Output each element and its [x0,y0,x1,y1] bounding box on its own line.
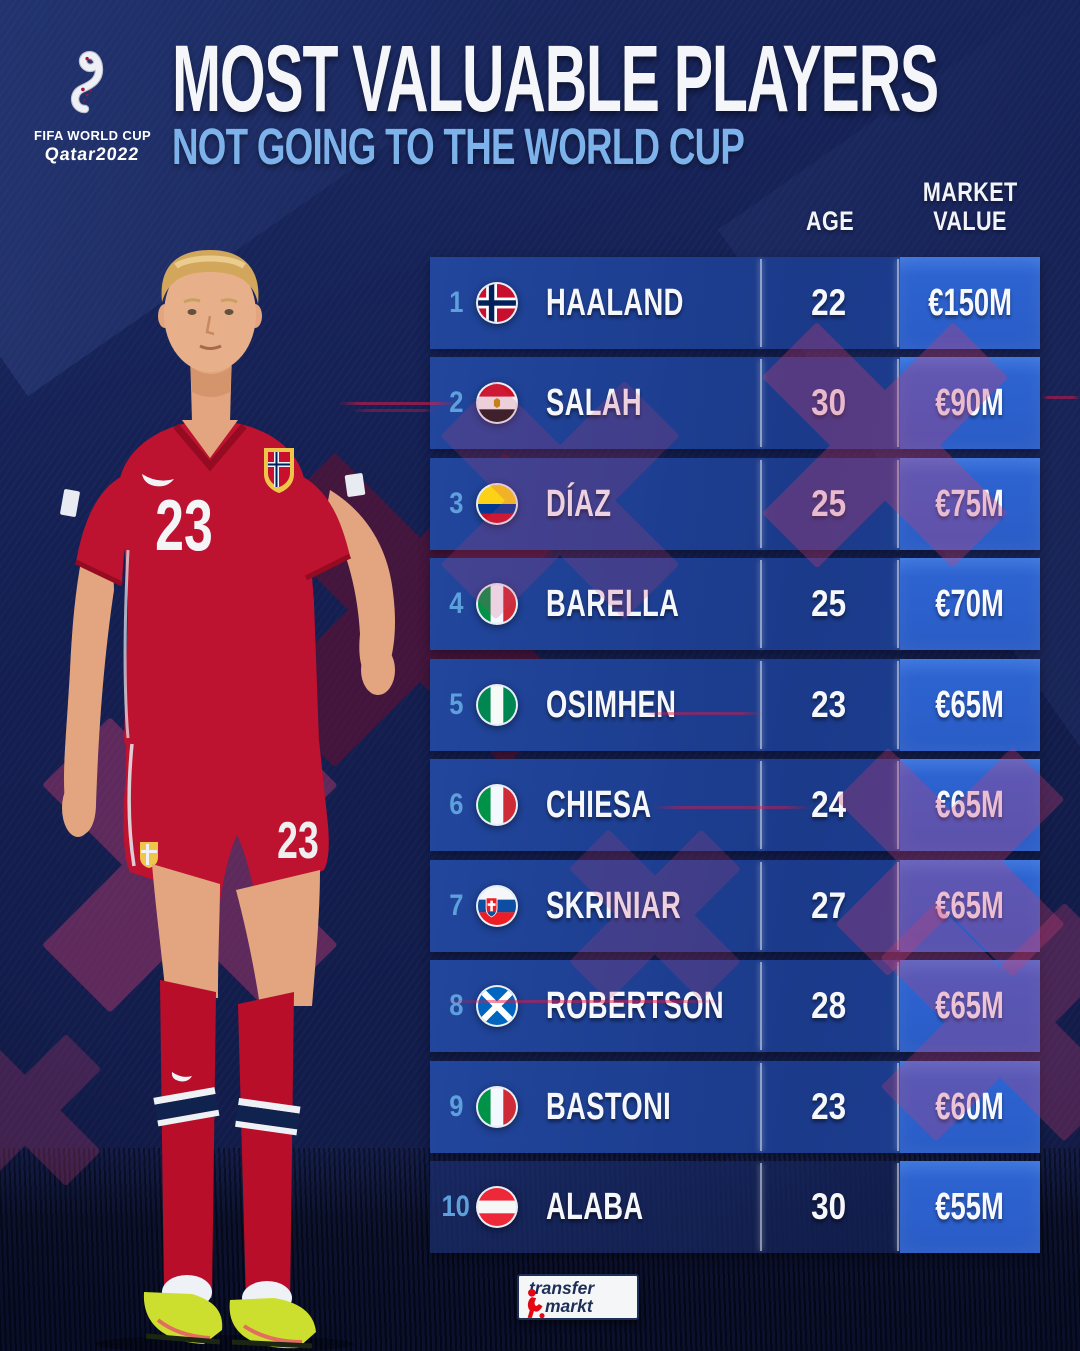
table-row: 3 DÍAZ 25 €75M [430,458,1040,550]
player-name: SALAH [546,381,643,424]
market-value-cell: €60M [900,1061,1040,1153]
player-age: 30 [811,382,847,423]
table-row: 5 OSIMHEN 23 €65M [430,659,1040,751]
player-age: 30 [811,1186,847,1227]
column-divider [897,1063,899,1151]
market-value-cell: €75M [900,458,1040,550]
market-value-cell: €90M [900,357,1040,449]
player-name: BASTONI [546,1085,672,1128]
market-value-cell: €65M [900,860,1040,952]
table-row: 7 SKRINIAR 27 €65M [430,860,1040,952]
table-row: 2 SALAH 30 €90M [430,357,1040,449]
rank-number: 1 [448,286,464,319]
rank-number: 9 [448,1090,464,1123]
player-age: 28 [811,985,847,1026]
table-row: 8 ROBERTSON 28 €65M [430,960,1040,1052]
player-name: BARELLA [546,582,680,625]
market-value-cell: €150M [900,257,1040,349]
market-value-cell: €65M [900,759,1040,851]
egypt-flag [476,382,518,424]
player-name: HAALAND [546,281,684,324]
column-divider [897,862,899,950]
player-name: SKRINIAR [546,884,682,927]
transfermarkt-wordmark-line2: markt [545,1296,593,1316]
market-value-cell: €55M [900,1161,1040,1253]
italy-flag [476,784,518,826]
austria-flag [476,1186,518,1228]
column-divider [897,1163,899,1251]
colombia-flag [476,483,518,525]
player-age: 25 [811,483,847,524]
market-value-cell: €70M [900,558,1040,650]
italy-flag [476,583,518,625]
table-row: 1 HAALAND 22 €150M [430,257,1040,349]
rank-number: 7 [448,889,464,922]
rank-number: 6 [448,788,464,821]
player-age: 22 [811,282,847,323]
transfermarkt-logo: transfer markt [517,1274,639,1320]
column-divider [897,761,899,849]
table-row: 4 BARELLA 25 €70M [430,558,1040,650]
rank-number: 4 [448,587,464,620]
player-age: 25 [811,583,847,624]
rank-number: 5 [448,688,464,721]
rank-number: 8 [448,989,464,1022]
player-age: 23 [811,1086,847,1127]
transfermarkt-player-icon [527,1288,545,1319]
player-age: 27 [811,885,847,926]
scotland-flag [476,985,518,1027]
player-name: ALABA [546,1185,644,1228]
market-value-cell: €65M [900,960,1040,1052]
italy-flag [476,1086,518,1128]
player-age: 24 [811,784,847,825]
rank-number: 2 [448,386,464,419]
column-divider [897,359,899,447]
column-divider [897,259,899,347]
table-row: 6 CHIESA 24 €65M [430,759,1040,851]
player-name: ROBERTSON [546,984,725,1027]
player-age: 23 [811,684,847,725]
rank-number: 10 [441,1190,471,1223]
column-divider [897,661,899,749]
table-row: 9 BASTONI 23 €60M [430,1061,1040,1153]
column-divider [897,962,899,1050]
column-divider [897,560,899,648]
table-row: 10 ALABA 30 €55M [430,1161,1040,1253]
nigeria-flag [476,684,518,726]
norway-flag [476,282,518,324]
column-divider [897,460,899,548]
player-name: DÍAZ [546,482,612,525]
rank-number: 3 [448,487,464,520]
slovakia-flag [476,885,518,927]
player-name: CHIESA [546,783,652,826]
player-name: OSIMHEN [546,683,677,726]
market-value-cell: €65M [900,659,1040,751]
